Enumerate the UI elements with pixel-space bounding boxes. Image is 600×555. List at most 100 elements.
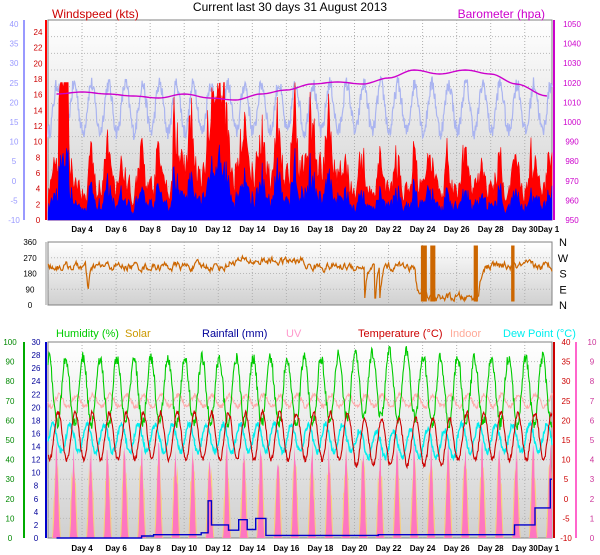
rain-tick: 22 — [32, 390, 41, 399]
x-tick-label: Day 12 — [205, 544, 231, 553]
uv-tick: 3 — [590, 475, 595, 484]
x-tick-label: Day 8 — [139, 544, 161, 553]
x-tick-label: Day 16 — [273, 544, 299, 553]
outer-trace-series — [47, 75, 553, 140]
wind-average-series — [47, 144, 553, 221]
baro-tick: 1000 — [563, 118, 581, 127]
indoor-series — [47, 391, 553, 411]
x-tick-label: Day 18 — [308, 225, 334, 234]
rain-tick: 12 — [32, 456, 41, 465]
direction-block — [511, 245, 515, 302]
left-outer-tick: 20 — [10, 98, 19, 107]
baro-tick: 1020 — [563, 79, 581, 88]
temp-tick: 10 — [562, 456, 571, 465]
x-tick-label: Day 22 — [376, 225, 402, 234]
left-outer-tick: 5 — [12, 157, 17, 166]
left-outer-tick: -10 — [8, 216, 20, 225]
uv-tick: 4 — [590, 456, 595, 465]
wind-tick: 24 — [34, 28, 43, 37]
temp-tick: 30 — [562, 377, 571, 386]
compass-label: N — [559, 237, 567, 249]
temp-tick: -10 — [560, 534, 572, 543]
left-outer-tick: 40 — [10, 20, 19, 29]
temp-tick: -5 — [562, 514, 570, 523]
direction-block — [473, 245, 478, 302]
temp-tick: 5 — [564, 475, 569, 484]
wind-tick: 20 — [34, 59, 43, 68]
x-tick-label: Day 16 — [273, 225, 299, 234]
wind-tick: 2 — [36, 200, 41, 209]
direction-block — [430, 245, 436, 302]
wind-axis-title: Windspeed (kts) — [52, 7, 139, 21]
x-tick-label: Day 1 — [538, 225, 560, 234]
humidity-tick: 40 — [6, 456, 15, 465]
baro-tick: 960 — [565, 196, 579, 205]
rain-tick: 4 — [34, 508, 39, 517]
x-tick-label: Day 10 — [171, 225, 197, 234]
wind-tick: 6 — [36, 169, 41, 178]
humidity-tick: 30 — [6, 475, 15, 484]
temp-tick: 40 — [562, 338, 571, 347]
x-tick-label: Day 26 — [444, 225, 470, 234]
rainfall-series — [56, 478, 552, 539]
uv-tick: 2 — [590, 495, 595, 504]
rain-tick: 18 — [32, 416, 41, 425]
direction-series — [47, 254, 553, 303]
baro-tick: 980 — [565, 157, 579, 166]
rain-tick: 16 — [32, 429, 41, 438]
x-tick-label: Day 30 — [512, 225, 538, 234]
uv-tick: 7 — [590, 397, 595, 406]
temp-tick: 0 — [564, 495, 569, 504]
left-outer-tick: 0 — [12, 177, 17, 186]
rain-tick: 24 — [32, 377, 41, 386]
x-tick-label: Day 20 — [342, 544, 368, 553]
uv-tick: 8 — [590, 377, 595, 386]
uv-tick: 10 — [588, 338, 597, 347]
direction-tick: 270 — [23, 254, 37, 263]
legend-item: Dew Point (°C) — [503, 328, 576, 340]
baro-tick: 970 — [565, 177, 579, 186]
legend-item: UV — [286, 328, 302, 340]
baro-tick: 990 — [565, 138, 579, 147]
x-tick-label: Day 4 — [71, 225, 93, 234]
direction-tick: 90 — [26, 285, 35, 294]
baro-tick: 1050 — [563, 20, 581, 29]
x-tick-label: Day 1 — [538, 544, 560, 553]
rain-tick: 26 — [32, 364, 41, 373]
left-outer-tick: 30 — [10, 59, 19, 68]
humidity-tick: 10 — [6, 514, 15, 523]
rain-tick: 28 — [32, 351, 41, 360]
compass-label: E — [559, 284, 566, 296]
wind-tick: 14 — [34, 106, 43, 115]
x-tick-label: Day 20 — [342, 225, 368, 234]
humidity-tick: 100 — [3, 338, 17, 347]
x-tick-label: Day 4 — [71, 544, 93, 553]
temp-tick: 20 — [562, 416, 571, 425]
humidity-tick: 0 — [8, 534, 13, 543]
x-tick-label: Day 28 — [478, 225, 504, 234]
uv-tick: 9 — [590, 358, 595, 367]
direction-panel-hgrid — [48, 257, 552, 290]
legend-item: Rainfall (mm) — [202, 328, 267, 340]
humidity-tick: 20 — [6, 495, 15, 504]
uv-series — [48, 439, 552, 538]
x-tick-label: Day 28 — [478, 544, 504, 553]
rain-tick: 14 — [32, 443, 41, 452]
rain-tick: 0 — [34, 534, 39, 543]
humidity-tick: 50 — [6, 436, 15, 445]
humidity-tick: 70 — [6, 397, 15, 406]
wind-tick: 8 — [36, 153, 41, 162]
x-tick-label: Day 24 — [410, 544, 436, 553]
uv-tick: 6 — [590, 416, 595, 425]
barometer-series — [56, 69, 547, 101]
direction-block — [420, 245, 427, 302]
uv-tick: 5 — [590, 436, 595, 445]
uv-tick: 0 — [590, 534, 595, 543]
rain-tick: 2 — [34, 521, 39, 530]
wind-tick: 12 — [34, 122, 43, 131]
direction-tick: 180 — [23, 270, 37, 279]
wind-tick: 0 — [36, 216, 41, 225]
chart-title: Current last 30 days 31 August 2013 — [193, 0, 387, 14]
baro-tick: 1040 — [563, 40, 581, 49]
x-tick-label: Day 6 — [105, 544, 127, 553]
